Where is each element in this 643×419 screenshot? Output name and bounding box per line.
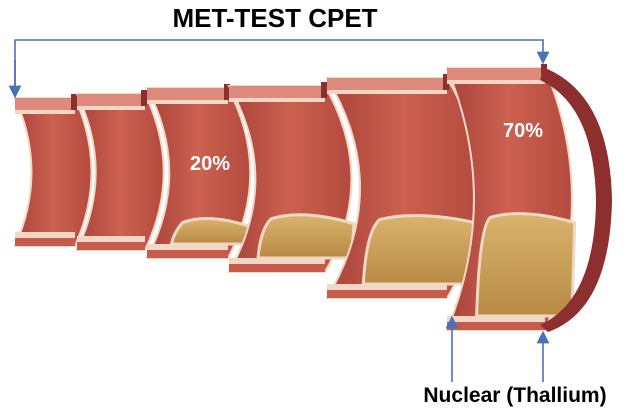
plaque bbox=[169, 217, 255, 246]
segment-bottom-intima bbox=[229, 258, 325, 264]
segment-top-intima bbox=[229, 98, 325, 102]
artery-segment bbox=[13, 97, 93, 247]
plaque bbox=[475, 212, 577, 318]
artery-end-cap bbox=[540, 68, 612, 332]
segment-top-rim bbox=[77, 94, 145, 106]
segment-top-intima bbox=[77, 106, 145, 110]
bottom-label: Nuclear (Thallium) bbox=[423, 384, 606, 407]
segment-top-rim bbox=[447, 68, 545, 80]
segment-top-rim bbox=[15, 98, 75, 110]
plaque bbox=[256, 213, 356, 260]
segment-top-intima bbox=[147, 100, 228, 104]
segment-top-intima bbox=[327, 90, 447, 94]
segment-bottom-intima bbox=[77, 236, 145, 242]
segment-bottom-intima bbox=[15, 232, 75, 238]
segment-bottom-rim bbox=[147, 250, 228, 258]
segment-bottom-intima bbox=[147, 244, 228, 250]
artery-segments bbox=[13, 64, 577, 331]
segment-bottom-rim bbox=[229, 264, 325, 272]
diagram-title: MET-TEST CPET bbox=[172, 3, 377, 33]
segment-edge bbox=[321, 82, 327, 98]
segment-edge bbox=[71, 94, 77, 110]
plaque bbox=[361, 214, 485, 286]
segment-top-rim bbox=[229, 86, 325, 98]
segment-bottom-rim bbox=[327, 290, 447, 298]
segment-bottom-rim bbox=[77, 242, 145, 250]
segment-top-rim bbox=[327, 78, 447, 90]
segment-top-rim bbox=[147, 88, 228, 100]
segment-bottom-rim bbox=[447, 322, 545, 330]
segment-edge bbox=[224, 84, 230, 100]
segment-bottom-intima bbox=[447, 316, 545, 322]
segment-top-intima bbox=[447, 80, 545, 84]
stenosis-label-20: 20% bbox=[190, 153, 230, 175]
stenosis-label-70: 70% bbox=[503, 120, 543, 142]
segment-top-intima bbox=[15, 110, 75, 114]
segment-bottom-rim bbox=[15, 238, 75, 246]
segment-edge bbox=[443, 74, 449, 90]
segment-bottom-intima bbox=[327, 284, 447, 290]
segment-edge bbox=[141, 90, 147, 106]
